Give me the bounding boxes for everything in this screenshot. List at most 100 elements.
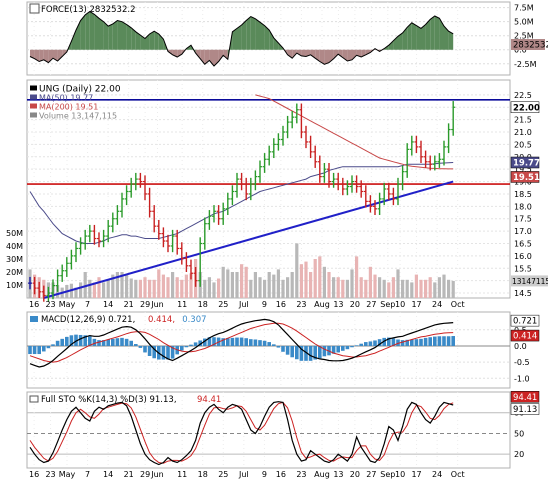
- price-y-tick: 18.5: [514, 190, 532, 199]
- volume-bar: [318, 256, 322, 298]
- macd-hist-bar: [207, 337, 212, 346]
- sto-k-line: [29, 401, 454, 466]
- volume-bar: [230, 272, 234, 298]
- price-badge-label: 19.77: [513, 158, 540, 168]
- volume-bar: [253, 272, 257, 298]
- macd-hist-bar: [111, 338, 115, 346]
- date-tick-sto: Oct: [451, 470, 465, 479]
- volume-bar: [332, 277, 336, 298]
- macd-hist-bar: [419, 338, 423, 346]
- macd-hist-bar: [414, 339, 419, 346]
- price-legend-entry: MA(50) 19.77: [39, 94, 93, 103]
- force-area-segment: [439, 18, 444, 50]
- volume-bar: [299, 264, 303, 298]
- macd-legend: MACD(12,26,9) 0.721, 0.414, 0.307: [30, 315, 207, 325]
- macd-hist-bar: [253, 339, 258, 346]
- price-legend-entry: MA(200) 19.51: [39, 103, 98, 112]
- macd-hist-bar: [152, 345, 156, 359]
- macd-hist-bar: [391, 338, 396, 346]
- date-tick-sto: Jul: [238, 470, 249, 479]
- force-area-segment: [292, 49, 297, 59]
- sto-d-line: [29, 401, 454, 464]
- volume-bar: [203, 279, 207, 298]
- volume-bar: [106, 279, 110, 298]
- macd-hist-bar: [304, 345, 308, 361]
- force-area-segment: [250, 16, 256, 50]
- force-area-segment: [388, 40, 394, 50]
- force-value-badge: [511, 39, 545, 50]
- volume-bar: [451, 280, 455, 298]
- macd-hist-bar: [299, 345, 304, 361]
- date-tick-price: 11: [177, 300, 187, 309]
- macd-hist-bar: [354, 345, 359, 346]
- volume-bar: [111, 274, 115, 298]
- price-badge: [510, 101, 540, 113]
- price-y-tick: 17.0: [514, 227, 532, 236]
- macd-frame: [26, 311, 511, 389]
- force-area: [29, 10, 454, 67]
- volume-bar: [171, 272, 175, 298]
- force-y-axis: 7.5M 5.0M 2.5M 0.0 -2.5M: [514, 4, 537, 69]
- volume-y-tick: 30M: [6, 255, 23, 264]
- date-axis-sto: 16 23 May 7 14 21 29 Jun 11 18 25 Jul 9 16 23 Aug 13 20 27…: [29, 470, 465, 479]
- macd-hist-bar: [281, 345, 285, 352]
- force-area-segment: [103, 21, 109, 50]
- sto-legend-entry: 94.41: [197, 395, 221, 405]
- force-area-segment: [296, 49, 302, 56]
- date-axis-price: 16 23 May 7 14 21 29 Jun 11 18 25 Jul 9 16 23 Aug 13 20 27…: [29, 300, 465, 309]
- volume-bar: [161, 274, 165, 298]
- macd-hist-bar: [42, 345, 46, 352]
- force-y-tick: 2.5M: [514, 32, 534, 41]
- volume-bar: [290, 272, 294, 298]
- date-tick-sto: 27: [366, 470, 376, 479]
- volume-y-tick: 40M: [6, 242, 23, 251]
- volume-bars: [28, 243, 455, 298]
- macd-hist-bar: [437, 336, 442, 346]
- macd-hist-bar: [359, 343, 363, 346]
- macd-hist-bar: [138, 345, 143, 348]
- macd-hist-bar: [428, 337, 432, 346]
- force-area-segment: [444, 26, 449, 50]
- date-tick-price: 23: [45, 300, 55, 309]
- volume-bar: [359, 277, 363, 298]
- macd-hist-bar: [249, 339, 253, 346]
- force-area-segment: [112, 20, 118, 50]
- macd-hist-bar: [364, 342, 368, 346]
- volume-bar: [74, 287, 78, 298]
- force-area-segment: [195, 49, 201, 59]
- macd-hist-bar: [276, 345, 281, 348]
- force-area-segment: [416, 25, 421, 50]
- volume-bar: [189, 273, 193, 298]
- volume-bar: [125, 274, 129, 298]
- force-area-segment: [34, 49, 40, 62]
- volume-bar: [286, 277, 290, 298]
- volume-bar: [184, 274, 188, 298]
- macd-histogram: [28, 334, 455, 361]
- force-area-segment: [347, 49, 352, 61]
- date-tick-price: 18: [198, 300, 208, 309]
- volume-bar: [364, 279, 368, 298]
- macd-hist-bar: [46, 345, 51, 349]
- volume-bar: [138, 279, 142, 298]
- sto-legend-entry: Full STO %K(14,3) %D(3) 91.13,: [41, 395, 177, 405]
- price-badge-label: 19.51: [513, 173, 540, 183]
- volume-bar: [428, 277, 432, 298]
- date-tick-sto: 16: [276, 470, 286, 479]
- volume-bar: [313, 259, 317, 298]
- date-tick-price: Jul: [238, 300, 249, 309]
- force-area-segment: [99, 18, 104, 50]
- force-y-tick: 7.5M: [514, 4, 534, 13]
- macd-hist-bar: [244, 338, 248, 346]
- volume-bar: [355, 256, 359, 298]
- macd-hist-bar: [373, 340, 377, 346]
- volume-bar: [341, 279, 345, 298]
- force-area-segment: [398, 32, 403, 50]
- date-tick-price: 7: [85, 300, 90, 309]
- price-lines: [27, 94, 510, 299]
- volume-y-tick: 20M: [6, 268, 23, 277]
- date-tick-price: Oct: [451, 300, 465, 309]
- volume-bar: [322, 266, 326, 298]
- macd-hist-bar: [198, 340, 202, 346]
